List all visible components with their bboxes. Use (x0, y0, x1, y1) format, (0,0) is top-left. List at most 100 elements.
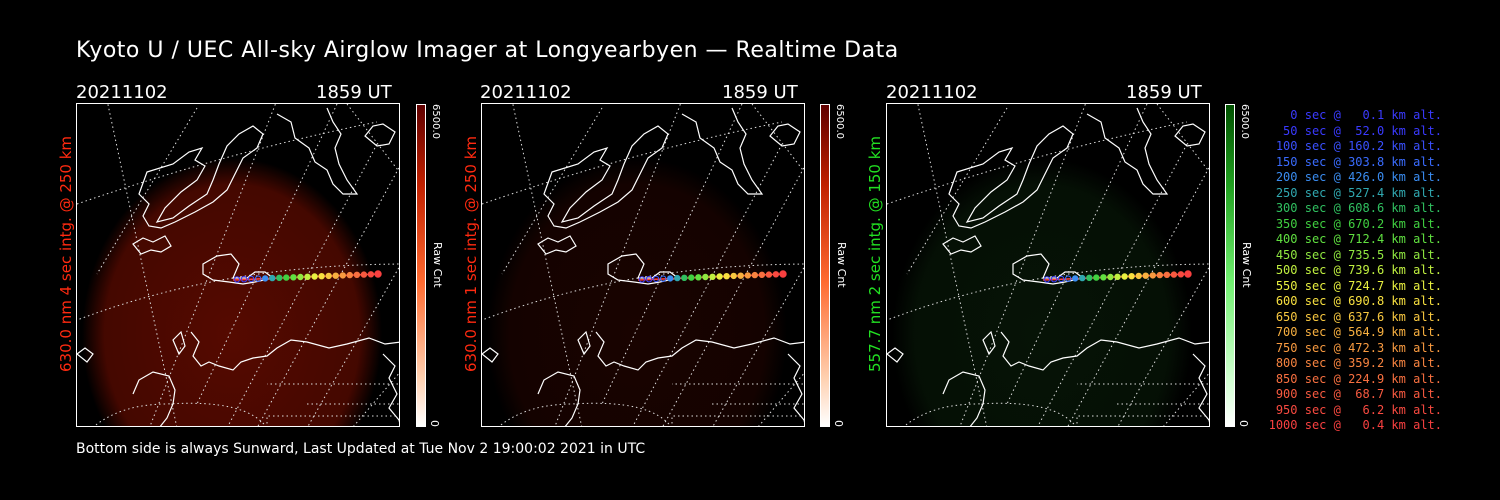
trajectory-point (297, 273, 304, 281)
panel3-time: 1859 UT (1126, 82, 1202, 103)
panel3-date: 20211102 (886, 82, 978, 103)
trajectory-point (325, 272, 332, 280)
legend-row: 850 sec @ 224.9 km alt. (1268, 371, 1442, 386)
coastline (482, 107, 804, 426)
trajectory-point (1086, 274, 1093, 282)
trajectory-point (688, 274, 695, 281)
trajectory-point (332, 272, 339, 279)
panel1-ylabel: 630.0 nm 4 sec intg. @ 250 km (57, 135, 75, 372)
trajectory-point (360, 271, 368, 278)
trajectory-point (1184, 270, 1192, 278)
trajectory-point (723, 273, 730, 280)
legend-row: 200 sec @ 426.0 km alt. (1268, 170, 1442, 184)
trajectory-point (346, 271, 353, 279)
panel2-image (481, 103, 805, 427)
trajectory-point (290, 274, 297, 281)
legend-row: 100 sec @ 160.2 km alt. (1268, 139, 1442, 153)
panel3-ylabel: 557.7 nm 2 sec intg. @ 150 km (866, 135, 884, 372)
legend-row: 400 sec @ 712.4 km alt. (1268, 232, 1442, 246)
panel2-map (482, 104, 804, 426)
airglow-disc (892, 158, 1192, 426)
trajectory-point (1100, 274, 1107, 281)
panel1-cbar-max: 6500.0 (430, 104, 441, 139)
trajectory-point (638, 276, 646, 283)
legend-row: 450 sec @ 735.5 km alt. (1268, 247, 1442, 262)
trajectory-point (1170, 271, 1178, 278)
trajectory-point (262, 275, 269, 282)
legend-row: 500 sec @ 739.6 km alt. (1268, 263, 1442, 277)
trajectory-point (240, 276, 248, 283)
trajectory-track (232, 270, 382, 283)
trajectory-point (1057, 275, 1065, 283)
trajectory-point (1142, 272, 1149, 279)
panel2-cbar-max: 6500.0 (834, 104, 845, 139)
legend-row: 900 sec @ 68.7 km alt. (1268, 387, 1442, 401)
trajectory-point (1065, 275, 1072, 282)
legend-row: 0 sec @ 0.1 km alt. (1268, 108, 1442, 122)
trajectory-point (367, 271, 375, 278)
trajectory-point (1128, 273, 1135, 280)
legend-row: 300 sec @ 608.6 km alt. (1268, 201, 1442, 215)
legend-row: 250 sec @ 527.4 km alt. (1268, 185, 1442, 200)
panel3-cbar-unit: Raw Cnt (1240, 242, 1253, 288)
legend-row: 600 sec @ 690.8 km alt. (1268, 294, 1442, 308)
trajectory-point (772, 271, 780, 278)
trajectory-point (1050, 276, 1058, 283)
trajectory-point (702, 273, 709, 281)
legend-row: 750 sec @ 472.3 km alt. (1268, 340, 1442, 355)
panel1-image (76, 103, 400, 427)
trajectory-point (652, 275, 660, 283)
trajectory-point (674, 274, 681, 282)
trajectory-point (1121, 273, 1128, 280)
panel3-colorbar (1225, 104, 1235, 427)
airglow-disc (82, 158, 382, 426)
trajectory-point (255, 275, 262, 282)
trajectory-point (765, 271, 773, 278)
trajectory-point (1043, 276, 1051, 283)
legend-row: 50 sec @ 52.0 km alt. (1268, 123, 1442, 138)
legend-row: 700 sec @ 564.9 km alt. (1268, 325, 1442, 339)
legend-row: 800 sec @ 359.2 km alt. (1268, 356, 1442, 370)
trajectory-point (318, 273, 325, 280)
trajectory-point (758, 271, 766, 279)
legend-row: 1000 sec @ 0.4 km alt. (1268, 418, 1442, 432)
trajectory-point (1163, 271, 1171, 279)
trajectory-point (304, 273, 311, 281)
panel3-cbar-max: 6500.0 (1239, 104, 1250, 139)
panel2-time: 1859 UT (722, 82, 798, 103)
trajectory-point (1135, 272, 1142, 280)
trajectory-point (744, 272, 751, 279)
legend-row: 650 sec @ 637.6 km alt. (1268, 309, 1442, 324)
trajectory-point (247, 275, 255, 283)
trajectory-point (1072, 275, 1079, 282)
trajectory-point (1156, 271, 1163, 279)
trajectory-point (751, 271, 758, 279)
trajectory-point (1107, 273, 1114, 281)
trajectory-point (269, 274, 276, 282)
panel1-cbar-unit: Raw Cnt (431, 242, 444, 288)
trajectory-point (233, 276, 241, 283)
panel2-cbar-min: 0 (832, 420, 845, 427)
legend-row: 350 sec @ 670.2 km alt. (1268, 216, 1442, 231)
panel1-map (77, 104, 399, 426)
coastline (77, 107, 399, 426)
panel2-colorbar (820, 104, 830, 427)
trajectory-track (637, 270, 787, 283)
panel3-map (887, 104, 1209, 426)
footer-status: Bottom side is always Sunward, Last Upda… (76, 441, 646, 457)
trajectory-point (779, 270, 787, 278)
trajectory-point (681, 274, 688, 282)
airglow-disc (487, 158, 787, 426)
trajectory-point (737, 272, 744, 279)
trajectory-point (311, 273, 318, 280)
legend-row: 550 sec @ 724.7 km alt. (1268, 278, 1442, 293)
trajectory-point (709, 273, 716, 281)
trajectory-point (667, 275, 674, 282)
trajectory-point (1093, 274, 1100, 281)
panel2-date: 20211102 (480, 82, 572, 103)
panel1-colorbar (416, 104, 426, 427)
panel1-cbar-min: 0 (428, 420, 441, 427)
legend-row: 150 sec @ 303.8 km alt. (1268, 154, 1442, 169)
trajectory-legend: 0 sec @ 0.1 km alt. 50 sec @ 52.0 km alt… (1262, 108, 1442, 434)
page-title: Kyoto U / UEC All-sky Airglow Imager at … (76, 38, 899, 63)
